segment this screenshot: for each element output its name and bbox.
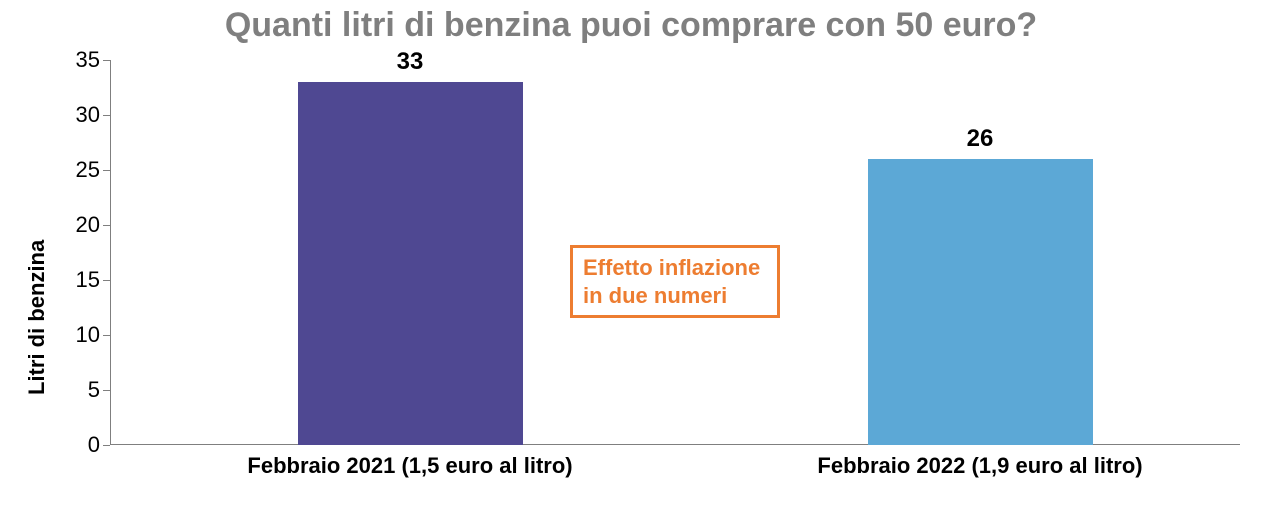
- ytick-mark: [103, 335, 110, 336]
- chart-container: Quanti litri di benzina puoi comprare co…: [0, 0, 1262, 505]
- callout-line1: Effetto inflazione: [583, 255, 760, 280]
- ytick-mark: [103, 390, 110, 391]
- plot-area: 0 5 10 15 20 25 30 35 33 Febbraio 2021 (…: [110, 60, 1240, 445]
- ytick-mark: [103, 445, 110, 446]
- bar-value-label: 33: [397, 48, 424, 76]
- ytick-mark: [103, 115, 110, 116]
- ytick-mark: [103, 60, 110, 61]
- callout-line2: in due numeri: [583, 283, 727, 308]
- y-axis-line: [110, 60, 111, 445]
- ytick-mark: [103, 170, 110, 171]
- y-axis-label: Litri di benzina: [24, 240, 50, 395]
- bar-feb-2022: [868, 159, 1093, 445]
- chart-title: Quanti litri di benzina puoi comprare co…: [0, 6, 1262, 45]
- bar-feb-2021: [298, 82, 523, 445]
- bar-value-label: 26: [967, 125, 994, 153]
- ytick-mark: [103, 225, 110, 226]
- inflation-callout: Effetto inflazione in due numeri: [570, 245, 780, 318]
- xtick-label: Febbraio 2022 (1,9 euro al litro): [817, 445, 1142, 479]
- ytick-mark: [103, 280, 110, 281]
- xtick-label: Febbraio 2021 (1,5 euro al litro): [247, 445, 572, 479]
